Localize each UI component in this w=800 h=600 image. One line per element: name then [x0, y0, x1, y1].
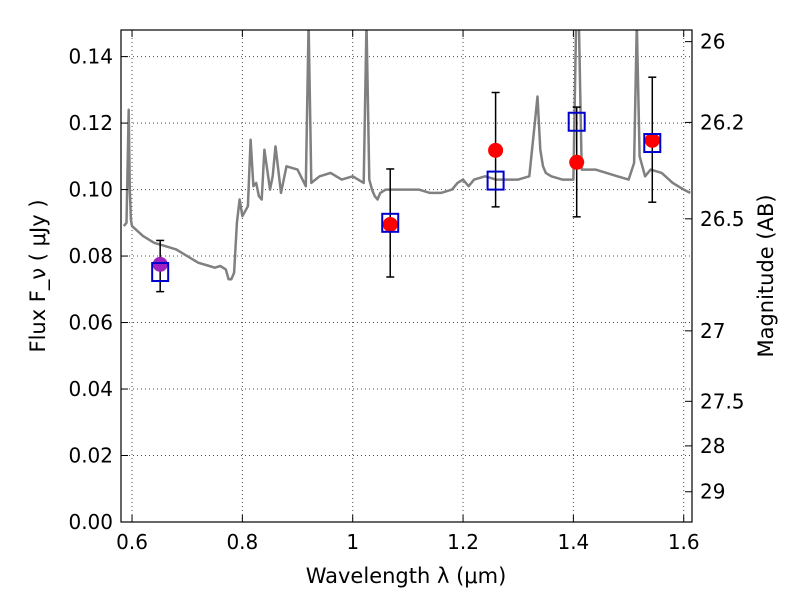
plot-frame — [120, 29, 693, 523]
y-tick-label: 0.02 — [68, 444, 113, 468]
x-tick-label: 1.2 — [447, 530, 479, 554]
model-point — [381, 212, 400, 233]
right-tick-label: 27.5 — [700, 389, 745, 413]
y-tick-label: 0.04 — [68, 377, 113, 401]
x-tick-label: 1.4 — [557, 530, 589, 554]
right-tick-label: 26 — [700, 30, 725, 54]
observed-point — [644, 132, 660, 148]
tick-labels: 0.6 0.8 1 1.2 1.4 1.6 0.00 0.02 0.04 0.06 0.08 0.10… — [68, 30, 744, 554]
model-point — [643, 133, 662, 154]
y-tick-label: 0.14 — [68, 45, 113, 69]
x-tick-label: 1.6 — [668, 530, 700, 554]
observed-point — [382, 216, 398, 232]
observed-point — [152, 256, 168, 272]
markers — [151, 111, 662, 283]
right-tick-label: 28 — [700, 434, 725, 458]
grid — [121, 30, 692, 523]
y-tick-label: 0.06 — [68, 311, 113, 335]
observed-point — [569, 154, 585, 170]
right-tick-label: 26.5 — [700, 207, 745, 231]
plot-area — [122, 30, 691, 281]
x-tick-label: 1 — [346, 530, 359, 554]
model-point — [151, 262, 170, 283]
y-tick-label: 0.08 — [68, 244, 113, 268]
right-tick-label: 27 — [700, 319, 725, 343]
x-tick-label: 0.6 — [116, 530, 148, 554]
model-spectrum-line — [122, 30, 691, 281]
observed-point — [488, 142, 504, 158]
right-tick-label: 26.2 — [700, 110, 745, 134]
y-axis-label: Flux F_ν ( μJy ) — [26, 199, 51, 352]
x-axis-label: Wavelength λ (μm) — [306, 564, 507, 588]
y-tick-label: 0.10 — [68, 178, 113, 202]
model-point — [486, 170, 505, 191]
axis-ticks — [121, 30, 692, 523]
right-tick-label: 29 — [700, 480, 725, 504]
x-tick-label: 0.8 — [226, 530, 258, 554]
y-tick-label: 0.12 — [68, 111, 113, 135]
y-axis-right-label: Magnitude (AB) — [754, 194, 778, 357]
y-tick-label: 0.00 — [68, 510, 113, 534]
model-point — [567, 111, 586, 132]
